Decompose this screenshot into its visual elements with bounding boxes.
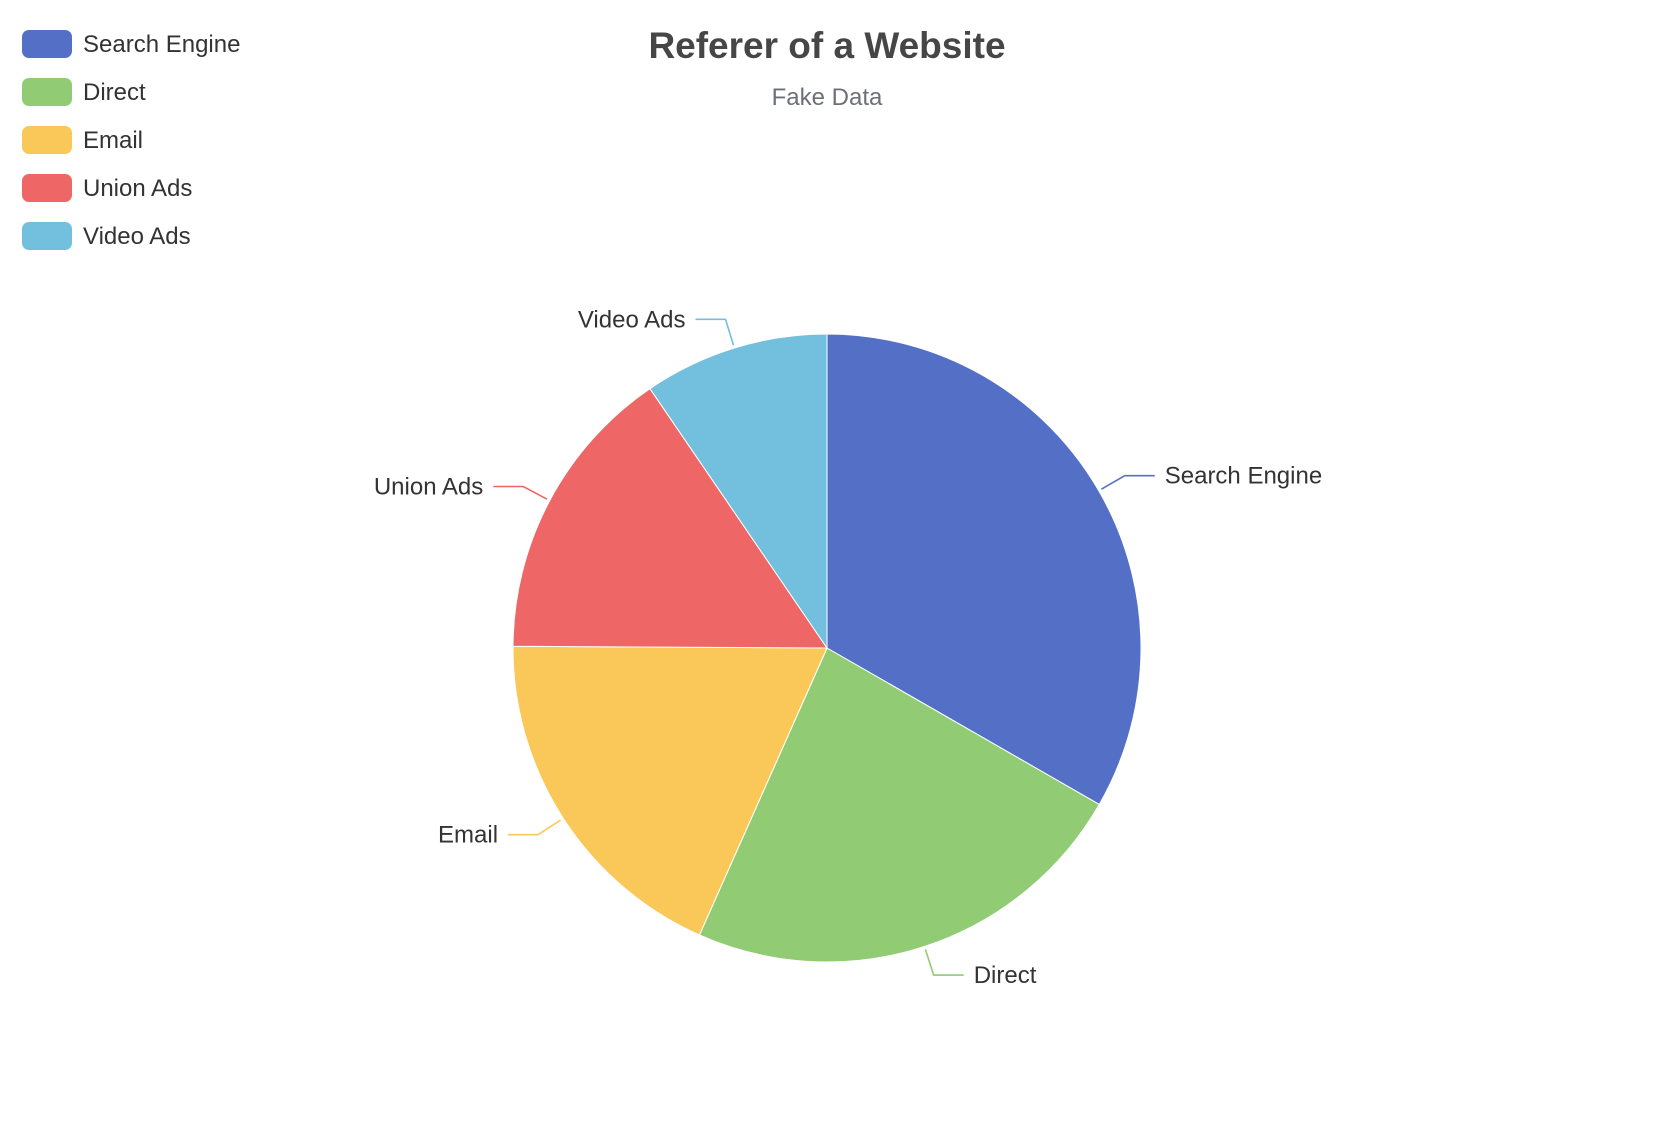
- pie-slices: [512, 333, 1142, 963]
- legend-swatch-union-ads: [22, 174, 72, 202]
- legend-item-search-engine[interactable]: Search Engine: [22, 30, 240, 58]
- chart-title: Referer of a Website: [648, 25, 1005, 66]
- leader-line-direct: [924, 949, 964, 976]
- legend-label-direct: Direct: [83, 79, 146, 106]
- slice-label-union-ads: Union Ads: [374, 474, 483, 501]
- leader-line-union-ads: [493, 485, 548, 500]
- legend-label-search-engine: Search Engine: [83, 31, 240, 58]
- legend-swatch-video-ads: [22, 222, 72, 250]
- legend-label-email: Email: [83, 127, 143, 154]
- legend-item-video-ads[interactable]: Video Ads: [22, 222, 191, 250]
- label-leader-lines: [493, 318, 1155, 976]
- legend: Search Engine Direct Email Union Ads Video A…: [22, 30, 240, 250]
- legend-label-video-ads: Video Ads: [83, 223, 191, 250]
- pie-slice-search-engine[interactable]: [826, 333, 1142, 806]
- pie-slice-direct[interactable]: [698, 647, 1100, 963]
- chart-subtitle: Fake Data: [772, 84, 883, 111]
- pie-slice-union-ads[interactable]: [512, 387, 828, 649]
- legend-swatch-direct: [22, 78, 72, 106]
- leader-line-email: [508, 819, 562, 836]
- slice-label-video-ads: Video Ads: [578, 306, 686, 333]
- slice-labels: Search Engine Direct Email Union Ads Video A…: [374, 306, 1322, 989]
- slice-label-search-engine: Search Engine: [1165, 463, 1322, 490]
- legend-swatch-email: [22, 126, 72, 154]
- pie-slice-video-ads[interactable]: [649, 333, 828, 650]
- slice-label-direct: Direct: [974, 962, 1037, 989]
- pie-slice-email[interactable]: [512, 645, 828, 936]
- legend-swatch-search-engine: [22, 30, 72, 58]
- slice-label-email: Email: [438, 822, 498, 849]
- legend-item-email[interactable]: Email: [22, 126, 143, 154]
- leader-line-search-engine: [1100, 474, 1155, 490]
- legend-item-direct[interactable]: Direct: [22, 78, 146, 106]
- leader-line-video-ads: [695, 318, 735, 346]
- legend-label-union-ads: Union Ads: [83, 175, 192, 202]
- legend-item-union-ads[interactable]: Union Ads: [22, 174, 192, 202]
